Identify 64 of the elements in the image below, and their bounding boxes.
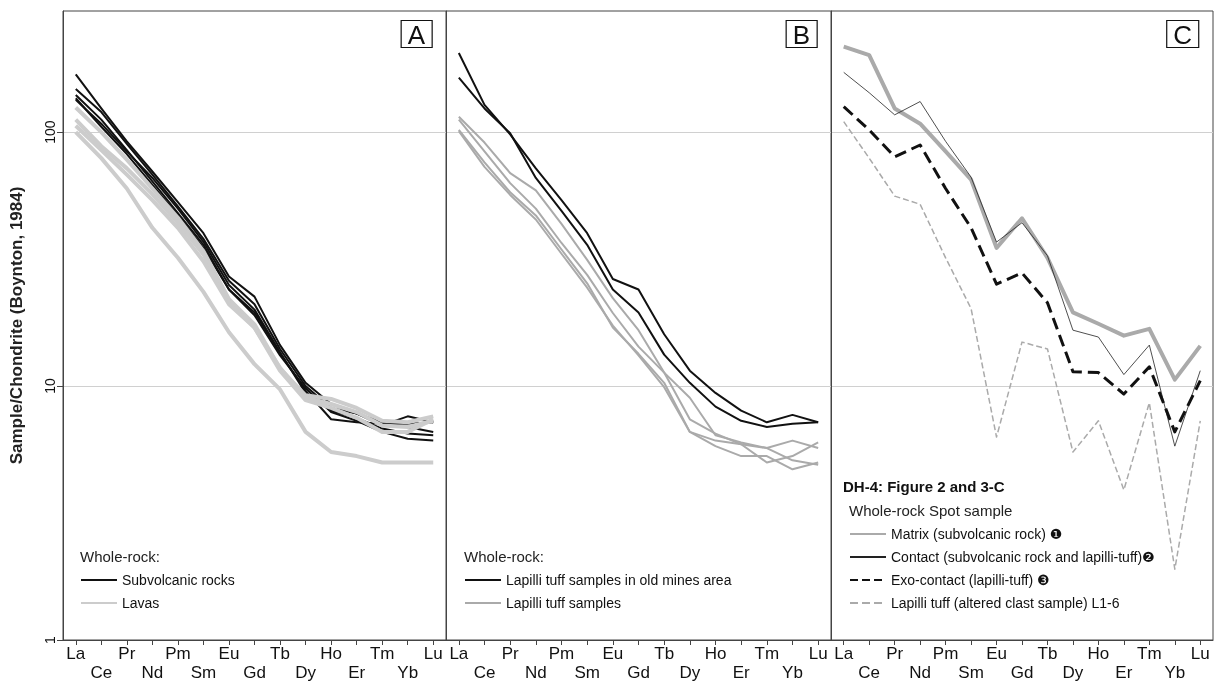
x-tick-label: Ho [1087,644,1110,663]
x-tick-label: Ce [858,663,881,682]
x-tick-label: La [834,644,854,663]
x-tick-label: Pm [548,644,575,663]
x-tick-label: Yb [1164,663,1186,682]
text: DH-4: Figure 2 and 3-C [843,478,1005,495]
x-tick-label: Tm [369,644,395,663]
x-tick-label: Pr [501,644,520,663]
chart-title: A [407,20,426,50]
x-tick-label: Tb [1037,644,1058,663]
x-tick-label: Nd [524,663,547,682]
x-tick-label: La [66,644,86,663]
x-tick-label: Er [348,663,366,682]
chart-title: B [792,20,810,50]
legend-title: Whole-rock: [464,548,545,565]
y-axis-title: Sample/Chondrite (Boynton, 1984) [7,186,26,465]
x-tick-label: Ho [320,644,342,663]
x-tick-label: Pm [932,644,959,663]
x-tick-label: Gd [243,663,266,682]
legend-label: Lapilli tuff samples in old mines area [506,572,732,588]
legend-label: Exo-contact (lapilli-tuff) ❸ [891,572,1050,588]
legend-label: Lapilli tuff (altered clast sample) L1-6 [891,595,1120,611]
x-tick-label: Sm [958,663,984,682]
x-tick-label: Nd [141,663,164,682]
x-tick-label: Yb [397,663,419,682]
x-tick-label: Gd [1010,663,1034,682]
x-tick-label: Er [732,663,751,682]
x-tick-label: Tm [754,644,780,663]
x-tick-label: Tm [1137,644,1162,663]
x-tick-label: Lu [423,644,443,663]
x-tick-label: Pr [886,644,904,663]
x-tick-label: Eu [218,644,240,663]
y-tick-label: 1 [42,635,58,644]
legend-label: Matrix (subvolcanic rock) ❶ [891,526,1063,542]
x-tick-label: Eu [602,644,624,663]
x-tick-label: Tb [270,644,290,663]
x-tick-label: La [449,644,469,663]
legend-label: Lavas [122,595,160,611]
x-tick-label: Ho [704,644,727,663]
legend-label: Subvolcanic rocks [122,572,235,588]
x-tick-label: Ce [473,663,496,682]
legend-label: Contact (subvolcanic rock and lapilli-tuff)❷ [891,549,1155,565]
x-tick-label: Nd [909,663,931,682]
chart-title: C [1173,20,1192,50]
x-tick-label: Sm [190,663,217,682]
legend-title: Whole-rock Spot sample [849,502,1013,519]
x-tick-label: Pm [165,644,191,663]
x-tick-label: Lu [1190,644,1210,663]
x-tick-label: Sm [574,663,600,682]
x-tick-label: Dy [679,663,701,682]
x-tick-label: Er [1115,663,1133,682]
x-tick-label: Dy [295,663,317,682]
legend-title: Whole-rock: [80,548,161,565]
x-tick-label: Tb [654,644,675,663]
x-tick-label: Pr [118,644,136,663]
legend-label: Lapilli tuff samples [506,595,621,611]
x-tick-label: Eu [986,644,1007,663]
x-tick-label: Gd [627,663,650,682]
y-tick-label: 10 [42,378,58,394]
x-tick-label: Yb [782,663,803,682]
x-tick-label: Lu [808,644,828,663]
x-tick-label: Dy [1062,663,1084,682]
x-tick-label: Ce [90,663,113,682]
y-tick-label: 100 [42,120,58,144]
